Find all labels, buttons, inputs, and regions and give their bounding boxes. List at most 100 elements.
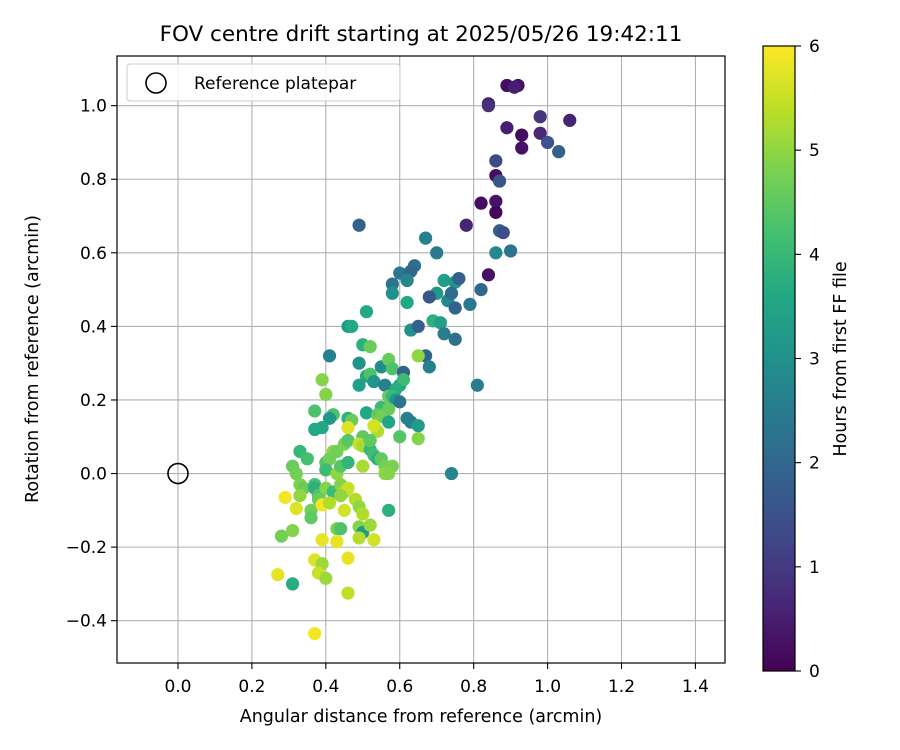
data-point [278, 490, 292, 505]
y-tick-label: 0.6 [80, 244, 107, 264]
data-point [337, 503, 351, 517]
reference-point-marker [167, 462, 189, 485]
data-point [563, 113, 577, 127]
data-point [359, 406, 374, 420]
x-axis-ticks: 0.0 0.2 0.4 0.6 0.8 1.0 1.2 1.4 [164, 663, 709, 697]
data-point [481, 268, 496, 282]
y-tick-label: −0.4 [66, 612, 107, 632]
data-point [367, 374, 381, 389]
y-axis-label: Rotation from reference (arcmin) [23, 215, 43, 503]
data-point [359, 305, 374, 319]
data-point [356, 507, 370, 521]
data-point [382, 466, 396, 481]
x-axis-label: Angular distance from reference (arcmin) [240, 707, 603, 727]
data-point [285, 577, 300, 591]
data-point [507, 80, 521, 94]
legend-box [126, 63, 401, 102]
colorbar-tick-label: 5 [809, 141, 820, 161]
data-point [448, 332, 462, 346]
data-point [308, 626, 322, 641]
data-point [341, 551, 355, 565]
data-point [411, 419, 425, 433]
data-point [459, 218, 473, 232]
data-point [444, 466, 459, 481]
data-point [356, 459, 370, 473]
data-point [422, 290, 436, 304]
y-tick-label: 0.8 [80, 170, 107, 190]
data-point [500, 121, 514, 135]
data-point [382, 415, 396, 429]
data-point [492, 174, 507, 188]
data-point [474, 283, 488, 297]
data-point [385, 277, 399, 291]
y-tick-label: 0.0 [80, 465, 107, 485]
data-point [433, 316, 448, 330]
x-tick-label: 1.2 [608, 677, 635, 697]
data-point [319, 463, 333, 477]
y-tick-label: 0.4 [80, 317, 107, 337]
data-point [489, 246, 503, 260]
colorbar-tick-label: 2 [809, 454, 820, 474]
data-point [382, 503, 396, 517]
data-point [289, 501, 303, 516]
data-point [345, 319, 359, 333]
data-point [367, 419, 381, 433]
data-point [448, 301, 462, 315]
data-point [319, 571, 333, 585]
data-point [444, 286, 459, 300]
data-point [315, 373, 329, 387]
data-point [385, 286, 399, 300]
data-point [552, 145, 566, 159]
data-point [304, 511, 318, 525]
data-point [419, 231, 433, 245]
data-point [396, 373, 411, 387]
data-point [330, 535, 344, 549]
data-point [363, 340, 377, 354]
data-point [540, 135, 555, 150]
data-point [452, 271, 466, 286]
data-point [378, 378, 392, 392]
x-tick-label: 0.2 [238, 677, 265, 697]
data-point [341, 433, 355, 448]
data-point [322, 349, 337, 363]
legend-marker [145, 72, 167, 94]
data-point [393, 395, 407, 409]
data-point [293, 489, 307, 503]
data-point [322, 452, 337, 466]
colorbar: 0 1 2 3 4 5 6 Hours from first FF file [762, 37, 851, 682]
legend: Reference platepar [126, 63, 401, 102]
y-tick-label: 1.0 [80, 97, 107, 117]
data-point [285, 523, 300, 538]
data-point [437, 273, 451, 288]
data-point [319, 387, 333, 402]
x-tick-label: 0.8 [460, 677, 487, 697]
data-point [533, 110, 547, 124]
data-point [489, 205, 503, 219]
data-point [315, 533, 329, 547]
data-point [400, 273, 414, 288]
colorbar-tick-label: 4 [809, 245, 820, 265]
data-point [411, 431, 425, 446]
y-axis-ticks: −0.4 −0.2 0.0 0.2 0.4 0.6 0.8 1.0 [66, 97, 117, 632]
data-point [437, 327, 451, 341]
legend-entry-reference-platepar: Reference platepar [194, 74, 356, 94]
data-point [352, 378, 366, 392]
colorbar-tick-label: 3 [809, 350, 820, 370]
data-point [322, 496, 337, 510]
data-point [533, 126, 547, 140]
data-point [393, 430, 407, 444]
data-point [341, 455, 355, 470]
x-tick-label: 0.4 [312, 677, 339, 697]
data-point [334, 522, 348, 536]
data-point [341, 586, 355, 600]
colorbar-tick-label: 6 [809, 37, 820, 57]
colorbar-gradient [762, 45, 796, 672]
data-point [481, 99, 496, 113]
plot-frame [116, 55, 726, 664]
data-point [504, 244, 518, 258]
data-point [274, 529, 289, 543]
data-point [341, 420, 355, 435]
data-point [515, 128, 529, 142]
data-point [271, 568, 285, 582]
